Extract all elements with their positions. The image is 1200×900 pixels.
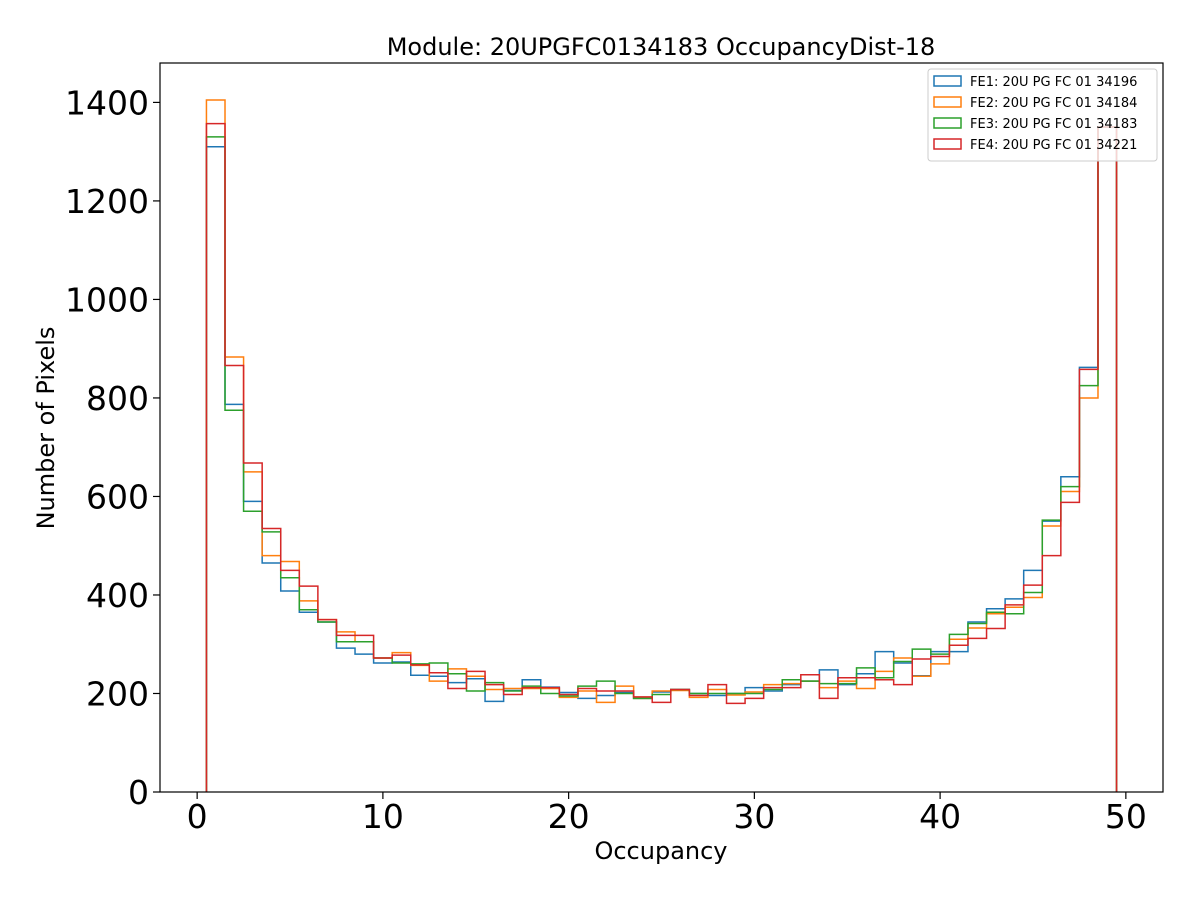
legend-swatch-fe4 <box>933 138 962 150</box>
y-tick-label: 1200 <box>65 182 149 221</box>
x-tick-label: 10 <box>362 797 404 836</box>
x-tick-label: 0 <box>187 797 208 836</box>
series-step-line-fe4 <box>205 122 1118 792</box>
legend-swatch-fe1 <box>933 75 962 87</box>
x-axis: 0 10 20 30 40 50 <box>187 792 1147 836</box>
y-tick-label: 1400 <box>65 83 149 122</box>
legend-label-fe1: FE1: 20U PG FC 01 34196 <box>970 75 1137 90</box>
legend-swatch-fe3 <box>933 117 962 129</box>
x-axis-label: Occupancy <box>594 837 727 865</box>
x-tick-label: 50 <box>1105 797 1147 836</box>
y-axis: 0 200 400 600 800 1000 1200 1400 <box>65 83 160 812</box>
chart-title: Module: 20UPGFC0134183 OccupancyDist-18 <box>387 33 936 61</box>
x-tick-label: 20 <box>548 797 590 836</box>
y-tick-label: 0 <box>128 773 149 812</box>
x-tick-label: 40 <box>919 797 961 836</box>
x-tick-label: 30 <box>733 797 775 836</box>
legend-swatch-fe2 <box>933 96 962 108</box>
legend-box <box>927 68 1158 162</box>
y-tick-label: 200 <box>86 674 149 713</box>
legend-label-fe3: FE3: 20U PG FC 01 34183 <box>970 117 1137 132</box>
legend-label-fe2: FE2: 20U PG FC 01 34184 <box>970 96 1137 111</box>
legend-label-fe4: FE4: 20U PG FC 01 34221 <box>970 138 1137 153</box>
series-layer <box>205 99 1118 792</box>
y-tick-label: 400 <box>86 576 149 615</box>
y-tick-label: 1000 <box>65 280 149 319</box>
y-tick-label: 800 <box>86 379 149 418</box>
y-tick-label: 600 <box>86 477 149 516</box>
legend: FE1: 20U PG FC 01 34196 FE2: 20U PG FC 01… <box>927 68 1158 162</box>
y-axis-label: Number of Pixels <box>32 327 60 530</box>
plot-area-frame <box>159 62 1164 793</box>
